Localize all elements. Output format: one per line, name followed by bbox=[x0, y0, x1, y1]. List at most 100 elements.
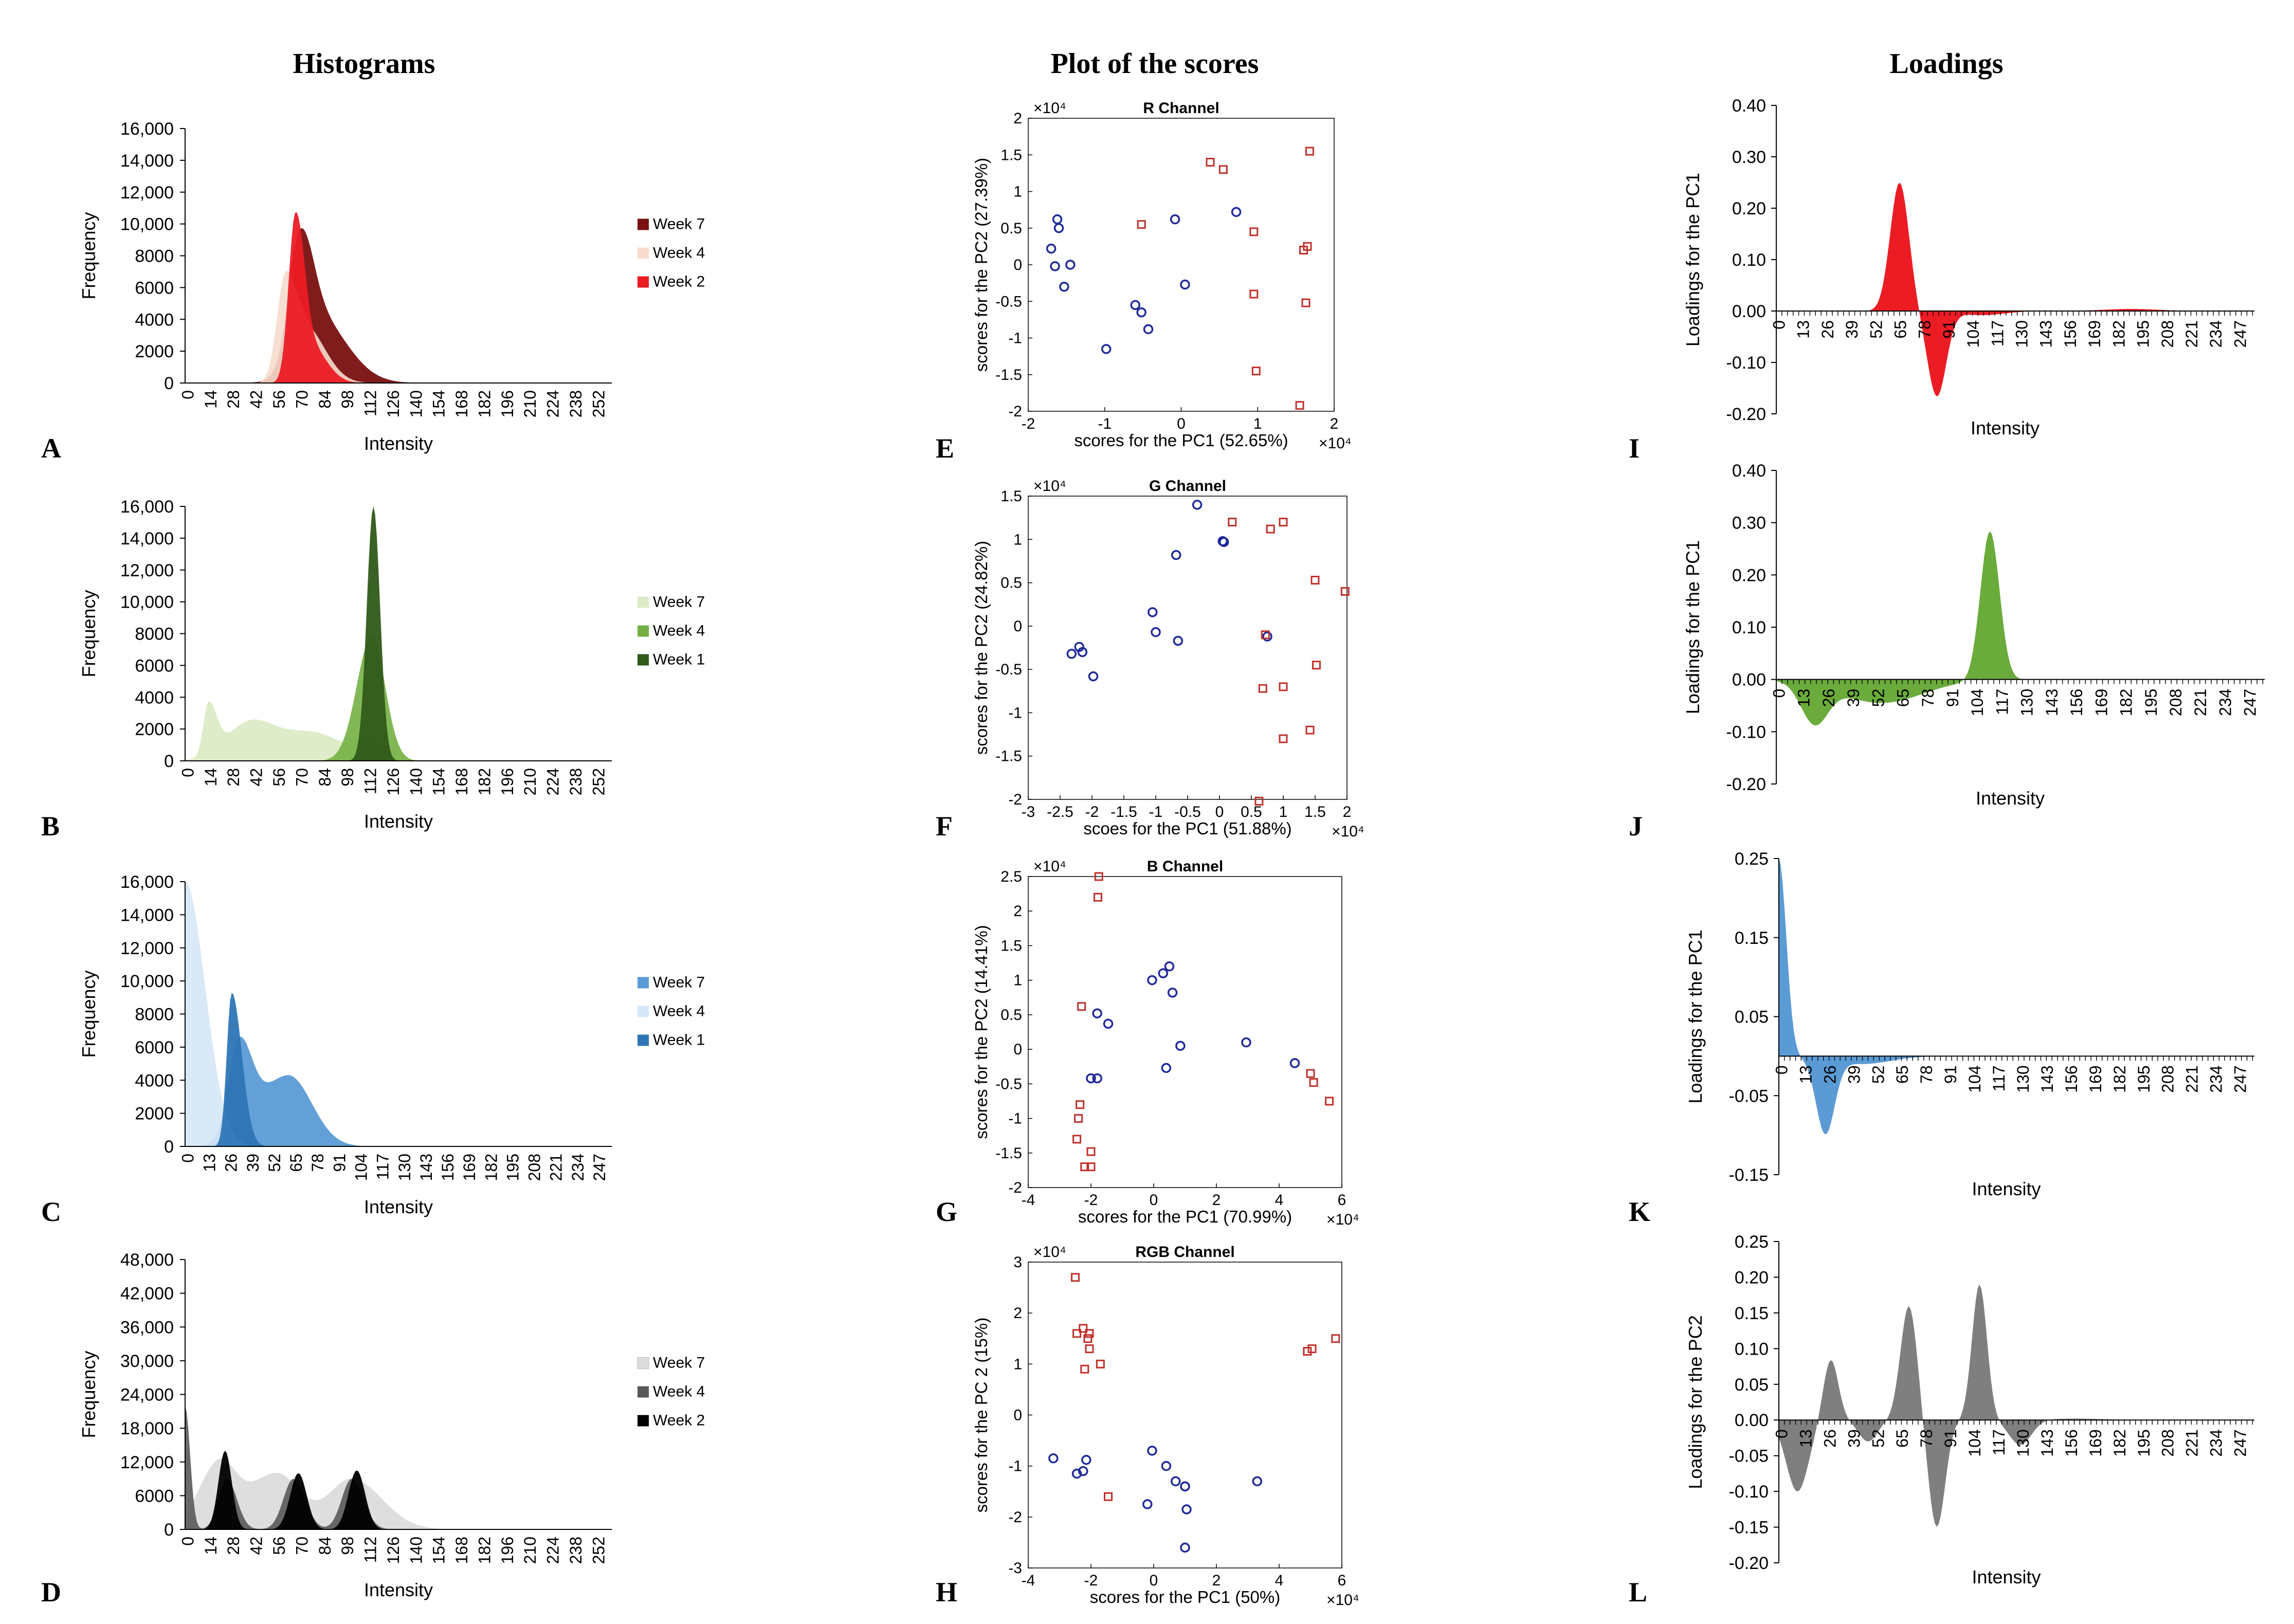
y-tick-label: 16,000 bbox=[120, 119, 174, 139]
legend-entry: Week 4 bbox=[653, 245, 705, 262]
plot-title: R Channel bbox=[1143, 100, 1219, 117]
score-point-circle bbox=[1078, 1466, 1088, 1476]
x-tick-label: 221 bbox=[2182, 320, 2201, 348]
y-axis-label: Loadings for the PC1 bbox=[1682, 173, 1703, 346]
x-tick-label: 221 bbox=[2183, 1065, 2201, 1092]
x-tick-label: 168 bbox=[452, 1537, 471, 1564]
x-tick-label: -3 bbox=[1022, 804, 1035, 820]
x-tick-label: 0 bbox=[1770, 689, 1788, 698]
legend-entry: Week 4 bbox=[653, 1003, 705, 1020]
y-tick-label: 0.30 bbox=[1732, 148, 1766, 167]
x-tick-label: 130 bbox=[395, 1154, 414, 1181]
score-point-circle bbox=[1092, 1008, 1102, 1018]
x-tick-label: 182 bbox=[475, 390, 494, 417]
x-tick-label: 221 bbox=[2183, 1429, 2201, 1456]
x-tick-label: 52 bbox=[265, 1154, 284, 1172]
x-tick-label: 252 bbox=[589, 390, 608, 417]
x-exponent-label: ×10⁴ bbox=[1319, 435, 1352, 452]
x-tick-label: 84 bbox=[316, 768, 334, 787]
score-point-square bbox=[1340, 587, 1350, 596]
score-point-circle bbox=[1170, 214, 1180, 225]
y-tick-label: 6000 bbox=[135, 278, 174, 298]
y-tick-label: 16,000 bbox=[120, 872, 174, 892]
y-tick-label: 16,000 bbox=[120, 497, 174, 517]
x-tick-label: 0 bbox=[1770, 320, 1788, 330]
score-point-circle bbox=[1088, 671, 1099, 682]
y-axis-label: Frequency bbox=[78, 590, 99, 677]
score-point-square bbox=[1080, 1162, 1089, 1172]
x-tick-label: 140 bbox=[407, 390, 425, 417]
y-tick-label: -3 bbox=[1008, 1560, 1022, 1577]
y-tick-label: 0.25 bbox=[1735, 849, 1769, 869]
y-exponent-label: ×10⁴ bbox=[1033, 1244, 1066, 1261]
x-tick-label: 168 bbox=[452, 390, 471, 417]
loadings-chart-j: -0.20 -0.10 0.00 0.10 0.20 0.30 0.40 0 13 26 39 52 6… bbox=[1682, 461, 2265, 809]
x-tick-label: 169 bbox=[2092, 689, 2110, 716]
y-tick-label: 14,000 bbox=[120, 905, 174, 925]
legend-entry: Week 1 bbox=[653, 651, 705, 668]
score-point-square bbox=[1104, 1492, 1113, 1501]
x-tick-label: 117 bbox=[1990, 1065, 2008, 1091]
histogram-series-c-3 bbox=[185, 992, 610, 1146]
x-tick-label: 42 bbox=[247, 768, 266, 787]
y-tick-label: 30,000 bbox=[120, 1352, 174, 1371]
x-tick-label: 104 bbox=[1965, 1065, 1984, 1092]
score-point-square bbox=[1077, 1002, 1086, 1011]
score-point-circle bbox=[1148, 607, 1158, 617]
x-tick-label: 208 bbox=[2166, 689, 2185, 716]
x-tick-label: 28 bbox=[224, 1537, 243, 1555]
x-tick-label: -1 bbox=[1149, 804, 1163, 820]
y-tick-label: 0.10 bbox=[1732, 250, 1766, 270]
x-tick-label: 130 bbox=[2014, 1065, 2032, 1092]
histogram-series-a-3 bbox=[185, 212, 610, 383]
legend-swatch bbox=[638, 596, 649, 608]
score-point-square bbox=[1331, 1334, 1340, 1343]
x-tick-label: -0.5 bbox=[1174, 804, 1201, 820]
score-point-square bbox=[1206, 158, 1215, 167]
x-tick-label: 143 bbox=[417, 1154, 435, 1181]
score-point-square bbox=[1254, 796, 1264, 806]
y-tick-label: 8000 bbox=[135, 1005, 174, 1025]
x-tick-label: 210 bbox=[521, 768, 539, 795]
x-tick-label: 0 bbox=[1150, 1192, 1158, 1209]
score-point-circle bbox=[1050, 261, 1060, 271]
x-tick-label: 65 bbox=[1891, 320, 1909, 339]
x-exponent-label: ×10⁴ bbox=[1326, 1592, 1359, 1609]
y-tick-label: -0.15 bbox=[1729, 1518, 1769, 1538]
y-tick-label: 14,000 bbox=[120, 151, 174, 171]
y-tick-label: 14,000 bbox=[120, 529, 174, 549]
x-tick-label: 221 bbox=[2191, 689, 2210, 716]
x-tick-label: 224 bbox=[544, 1537, 562, 1564]
score-point-circle bbox=[1053, 223, 1064, 233]
x-tick-label: 26 bbox=[1820, 1065, 1839, 1084]
y-tick-label: 0.10 bbox=[1732, 618, 1766, 637]
y-axis-label: scores for the PC2 (27.39%) bbox=[972, 158, 991, 372]
x-tick-label: 98 bbox=[338, 1537, 357, 1555]
y-tick-label: 0.30 bbox=[1732, 514, 1766, 533]
score-point-circle bbox=[1180, 279, 1190, 290]
x-tick-label: 84 bbox=[316, 390, 334, 409]
y-tick-label: 0 bbox=[1013, 257, 1022, 273]
x-tick-label: 91 bbox=[1941, 1065, 1960, 1084]
x-tick-label: 0 bbox=[1177, 415, 1186, 432]
score-point-square bbox=[1303, 242, 1312, 251]
x-tick-label: 156 bbox=[2062, 1065, 2081, 1092]
legend-swatch bbox=[638, 247, 649, 259]
y-tick-label: 2000 bbox=[135, 1104, 174, 1124]
legend-swatch bbox=[638, 218, 649, 230]
score-point-circle bbox=[1170, 1476, 1181, 1487]
x-tick-label: -1 bbox=[1098, 415, 1112, 432]
x-tick-label: 98 bbox=[338, 768, 357, 787]
x-tick-label: 1 bbox=[1253, 415, 1262, 432]
y-tick-label: -0.15 bbox=[1729, 1165, 1769, 1185]
x-tick-label: 169 bbox=[460, 1154, 479, 1181]
x-tick-label: -4 bbox=[1022, 1192, 1035, 1209]
histogram-chart-d: 0 6000 12,000 18,000 24,000 30,000 36,000 42,00… bbox=[78, 1250, 705, 1600]
x-tick-label: 143 bbox=[2038, 1429, 2056, 1456]
histogram-chart-b: 0 2000 4000 6000 8000 10,000 12,000 14,000 16,00… bbox=[78, 497, 705, 832]
y-tick-label: 2.5 bbox=[1000, 868, 1022, 885]
y-tick-label: 0.5 bbox=[1000, 220, 1022, 237]
x-tick-label: 112 bbox=[361, 1537, 380, 1563]
x-tick-label: 182 bbox=[2110, 1065, 2129, 1092]
panel-label-j: J bbox=[1629, 811, 1643, 842]
